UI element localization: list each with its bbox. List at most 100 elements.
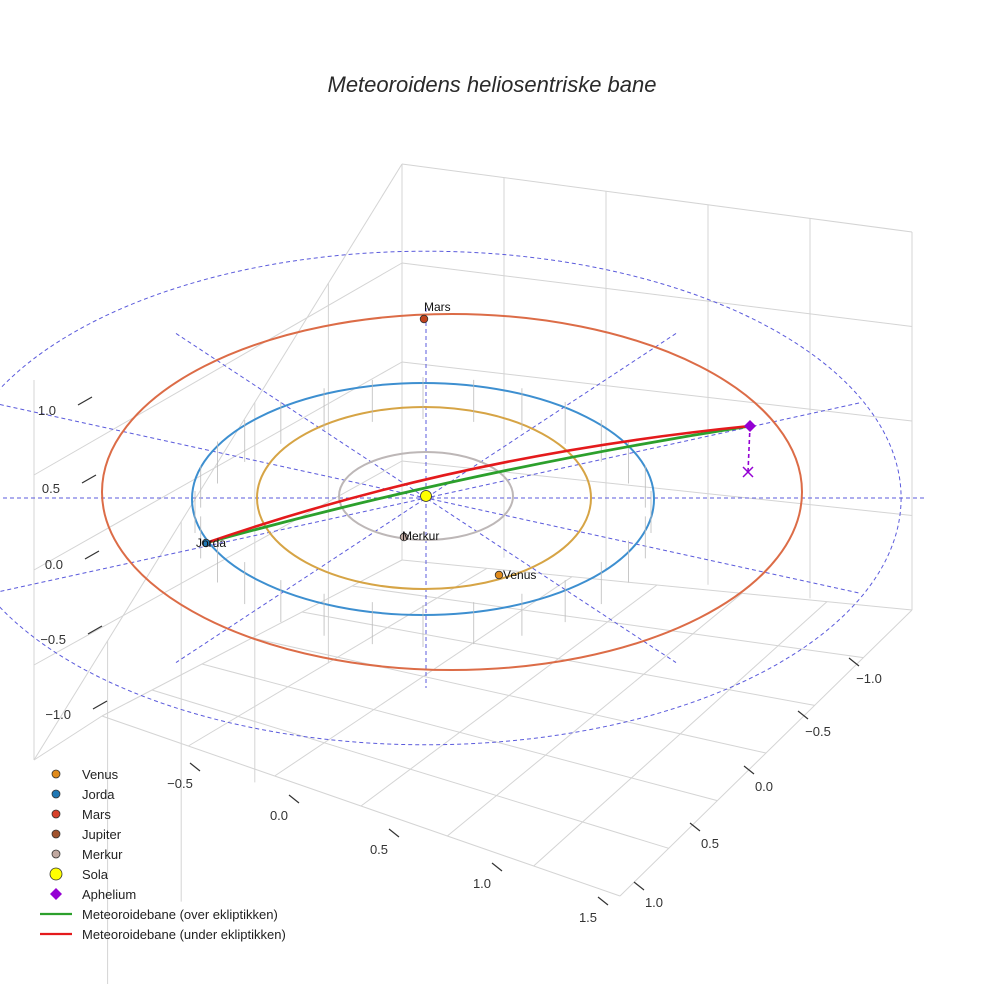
z-tick-mark: [77, 396, 93, 406]
z-tick-mark: [84, 550, 100, 560]
y-tick-mark: [491, 862, 503, 872]
body-merkur: [399, 532, 409, 542]
floor-grid-line: [251, 637, 767, 754]
legend-marker: [51, 849, 61, 859]
y-tick-mark: [597, 896, 609, 906]
y-tick-mark: [388, 828, 400, 838]
legend-item[interactable]: Aphelium: [36, 884, 286, 904]
y-tick-label: 1.5: [579, 910, 597, 925]
floor-grid-line: [351, 585, 864, 659]
x-tick-mark: [797, 710, 809, 720]
body-label-venus: Venus: [503, 568, 536, 582]
legend-label: Meteoroidebane (under ekliptikken): [82, 926, 286, 942]
z-tick-label: −1.0: [45, 707, 71, 722]
legend-marker: [51, 809, 61, 819]
legend-item[interactable]: Merkur: [36, 844, 286, 864]
legend-label: Venus: [82, 766, 119, 782]
reference-radial-line: [175, 333, 677, 663]
grid-line: [401, 361, 913, 422]
meteoroid-path-over-ecliptic: [205, 424, 751, 545]
x-tick-mark: [848, 657, 860, 667]
box-edge: [33, 163, 403, 761]
y-tick-label: 1.0: [473, 876, 491, 891]
legend-swatch-line: [36, 924, 78, 944]
body-jorda: [201, 538, 211, 548]
z-tick-mark: [81, 474, 97, 484]
grid-line: [33, 262, 403, 476]
x-tick-label: 1.0: [645, 895, 663, 910]
y-tick-label: 0.0: [270, 808, 288, 823]
legend-swatch-circle: [36, 804, 78, 824]
legend-swatch-circle: [36, 844, 78, 864]
x-tick-mark: [633, 881, 645, 891]
legend-item[interactable]: Venus: [36, 764, 286, 784]
y-tick-mark: [288, 794, 300, 804]
legend-swatch-diamond: [36, 884, 78, 904]
aphelium-marker: [744, 420, 756, 432]
legend-item[interactable]: Mars: [36, 804, 286, 824]
grid-line: [33, 361, 403, 571]
z-tick-label: 0.5: [42, 481, 60, 496]
legend-swatch-circle: [36, 784, 78, 804]
body-venus: [494, 570, 504, 580]
legend-label: Jupiter: [82, 826, 122, 842]
y-tick-label: −0.5: [167, 776, 193, 791]
body-label-jorda: Jorda: [196, 536, 226, 550]
grid-line: [33, 460, 403, 666]
body-sola: [420, 490, 432, 502]
x-tick-label: 0.5: [701, 836, 719, 851]
legend-label: Merkur: [82, 846, 123, 862]
z-tick-label: −0.5: [40, 632, 66, 647]
orbit-mars: [101, 313, 803, 671]
x-tick-label: 0.0: [755, 779, 773, 794]
legend-marker: [49, 867, 63, 881]
reference-radial-line: [175, 333, 677, 663]
legend-label: Sola: [82, 866, 109, 882]
z-tick-label: 1.0: [38, 403, 56, 418]
z-tick-mark: [87, 625, 103, 635]
legend-item[interactable]: Jorda: [36, 784, 286, 804]
orbit-merkur: [338, 451, 514, 541]
x-tick-mark: [743, 765, 755, 775]
grid-line: [401, 262, 913, 327]
legend-label: Meteoroidebane (over ekliptikken): [82, 906, 278, 922]
orbit-venus: [256, 406, 592, 590]
floor-grid-line: [533, 601, 828, 867]
grid-line: [401, 460, 913, 516]
body-label-merkur: Merkur: [402, 529, 439, 543]
x-tick-label: −1.0: [856, 671, 882, 686]
aphelium-projection-mark: [742, 466, 754, 478]
legend-label: Aphelium: [82, 886, 137, 902]
z-tick-mark: [92, 700, 108, 710]
body-mars: [419, 314, 429, 324]
legend-item[interactable]: Meteoroidebane (under ekliptikken): [36, 924, 286, 944]
meteoroid-path-under-ecliptic: [205, 424, 751, 545]
legend-item[interactable]: Sola: [36, 864, 286, 884]
legend-swatch-circle: [36, 764, 78, 784]
legend-item[interactable]: Meteoroidebane (over ekliptikken): [36, 904, 286, 924]
legend-marker: [51, 789, 61, 799]
legend-swatch-circle: [36, 824, 78, 844]
legend-marker: [51, 829, 61, 839]
x-tick-mark: [689, 822, 701, 832]
legend-marker: [50, 888, 62, 900]
y-tick-label: 0.5: [370, 842, 388, 857]
legend-swatch-circle-large: [36, 864, 78, 884]
box-edge: [33, 715, 103, 761]
floor-grid-line: [447, 592, 743, 837]
legend: Venus Jorda Mars Jupiter Merkur Sola Aphelium M…: [36, 764, 286, 944]
legend-swatch-line: [36, 904, 78, 924]
legend-item[interactable]: Jupiter: [36, 824, 286, 844]
floor-grid-line: [301, 611, 815, 706]
box-edge: [401, 163, 913, 233]
body-label-mars: Mars: [424, 300, 451, 314]
legend-label: Mars: [82, 806, 111, 822]
aphelium-drop-line: [747, 425, 751, 473]
y-tick-mark: [189, 762, 201, 772]
legend-marker: [51, 769, 61, 779]
x-tick-label: −0.5: [805, 724, 831, 739]
legend-label: Jorda: [82, 786, 115, 802]
z-tick-label: 0.0: [45, 557, 63, 572]
